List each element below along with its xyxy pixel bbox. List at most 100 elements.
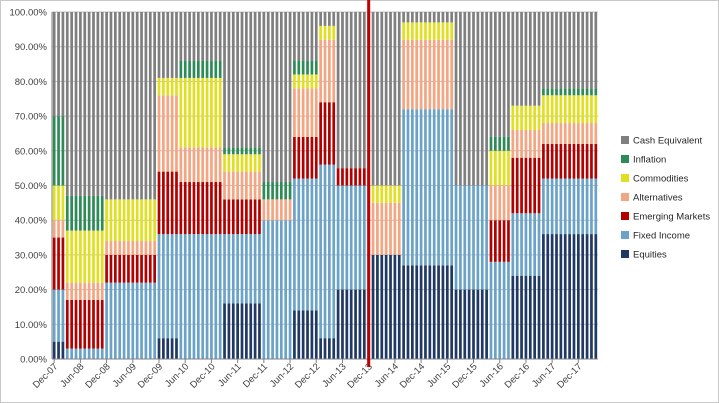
bar-commodities bbox=[170, 77, 174, 96]
bar-inflation bbox=[271, 182, 274, 200]
bar-fixed-income bbox=[188, 234, 191, 359]
bar-alternatives bbox=[524, 129, 528, 158]
bar-fixed-income bbox=[306, 178, 309, 311]
bar-commodities bbox=[415, 22, 419, 40]
legend-swatch bbox=[621, 193, 629, 201]
bar-commodities bbox=[100, 230, 104, 283]
bar-alternatives bbox=[227, 171, 231, 200]
bar-inflation bbox=[183, 60, 187, 78]
bar-inflation bbox=[301, 60, 305, 75]
bar-alternatives bbox=[319, 39, 322, 103]
bar-alternatives bbox=[533, 129, 537, 158]
bar-inflation bbox=[231, 147, 235, 155]
bar-equities bbox=[524, 275, 528, 359]
bar-commodities bbox=[511, 105, 515, 130]
bar-fixed-income bbox=[546, 178, 550, 235]
bar-inflation bbox=[96, 195, 100, 231]
bar-commodities bbox=[162, 77, 165, 96]
bar-alternatives bbox=[419, 39, 423, 110]
bar-equities bbox=[249, 303, 253, 359]
bar-commodities bbox=[563, 95, 567, 124]
bar-cash-equivalent bbox=[118, 12, 122, 200]
bar-emerging-markets bbox=[92, 300, 95, 349]
bar-cash-equivalent bbox=[371, 12, 375, 186]
bar-equities bbox=[323, 338, 327, 359]
bar-equities bbox=[511, 275, 515, 359]
bar-fixed-income bbox=[100, 348, 104, 359]
bar-commodities bbox=[432, 22, 436, 40]
bar-cash-equivalent bbox=[480, 12, 484, 186]
bar-commodities bbox=[118, 199, 122, 242]
y-tick-label: 0.00% bbox=[20, 355, 47, 366]
bar-cash-equivalent bbox=[563, 12, 567, 89]
bar-alternatives bbox=[218, 147, 222, 183]
legend-swatch bbox=[621, 231, 629, 239]
bar-cash-equivalent bbox=[192, 12, 196, 61]
bar-emerging-markets bbox=[109, 254, 113, 283]
bar-commodities bbox=[223, 154, 226, 172]
legend-label: Commodities bbox=[633, 174, 689, 185]
bar-cash-equivalent bbox=[166, 12, 170, 78]
bar-equities bbox=[402, 265, 405, 359]
bar-equities bbox=[314, 310, 318, 359]
bar-cash-equivalent bbox=[74, 12, 78, 196]
bar-alternatives bbox=[594, 123, 598, 144]
bar-commodities bbox=[92, 230, 95, 283]
bar-cash-equivalent bbox=[345, 12, 349, 169]
bar-commodities bbox=[515, 105, 519, 130]
bar-alternatives bbox=[550, 123, 554, 144]
bar-commodities bbox=[393, 185, 397, 203]
legend-label: Emerging Markets bbox=[633, 212, 710, 223]
bar-commodities bbox=[314, 74, 318, 89]
bar-emerging-markets bbox=[297, 136, 301, 179]
bar-fixed-income bbox=[87, 348, 91, 359]
bar-inflation bbox=[581, 88, 585, 96]
bar-cash-equivalent bbox=[109, 12, 113, 200]
bar-equities bbox=[576, 234, 580, 359]
bar-inflation bbox=[210, 60, 213, 78]
bar-cash-equivalent bbox=[100, 12, 104, 196]
bar-cash-equivalent bbox=[135, 12, 139, 200]
bar-alternatives bbox=[411, 39, 414, 110]
bar-equities bbox=[528, 275, 532, 359]
bar-cash-equivalent bbox=[489, 12, 493, 137]
bar-inflation bbox=[507, 136, 510, 151]
bar-emerging-markets bbox=[162, 171, 165, 235]
bar-commodities bbox=[585, 95, 589, 124]
bar-commodities bbox=[87, 230, 91, 283]
bar-equities bbox=[411, 265, 414, 359]
bar-emerging-markets bbox=[498, 220, 502, 262]
bar-cash-equivalent bbox=[362, 12, 366, 169]
bar-inflation bbox=[550, 88, 554, 96]
bar-equities bbox=[380, 254, 384, 359]
bar-cash-equivalent bbox=[476, 12, 480, 186]
bar-alternatives bbox=[568, 123, 571, 144]
bar-fixed-income bbox=[166, 234, 170, 339]
bar-equities bbox=[424, 265, 427, 359]
bar-fixed-income bbox=[157, 234, 161, 339]
bar-cash-equivalent bbox=[411, 12, 414, 23]
bar-equities bbox=[341, 289, 344, 359]
bar-cash-equivalent bbox=[507, 12, 510, 137]
bar-emerging-markets bbox=[293, 136, 296, 179]
bar-equities bbox=[397, 254, 401, 359]
bar-fixed-income bbox=[293, 178, 296, 311]
bar-commodities bbox=[196, 77, 200, 148]
bar-inflation bbox=[79, 195, 82, 231]
bar-commodities bbox=[572, 95, 576, 124]
bar-cash-equivalent bbox=[293, 12, 296, 61]
bar-emerging-markets bbox=[336, 168, 340, 186]
bar-equities bbox=[336, 289, 340, 359]
bar-equities bbox=[419, 265, 423, 359]
bar-fixed-income bbox=[336, 185, 340, 290]
bar-fixed-income bbox=[192, 234, 196, 359]
bar-equities bbox=[406, 265, 410, 359]
bar-alternatives bbox=[74, 282, 78, 301]
bar-emerging-markets bbox=[157, 171, 161, 235]
bar-alternatives bbox=[445, 39, 449, 110]
bar-equities bbox=[227, 303, 231, 359]
bar-cash-equivalent bbox=[196, 12, 200, 61]
bar-alternatives bbox=[57, 220, 60, 238]
bar-commodities bbox=[397, 185, 401, 203]
bar-fixed-income bbox=[183, 234, 187, 359]
